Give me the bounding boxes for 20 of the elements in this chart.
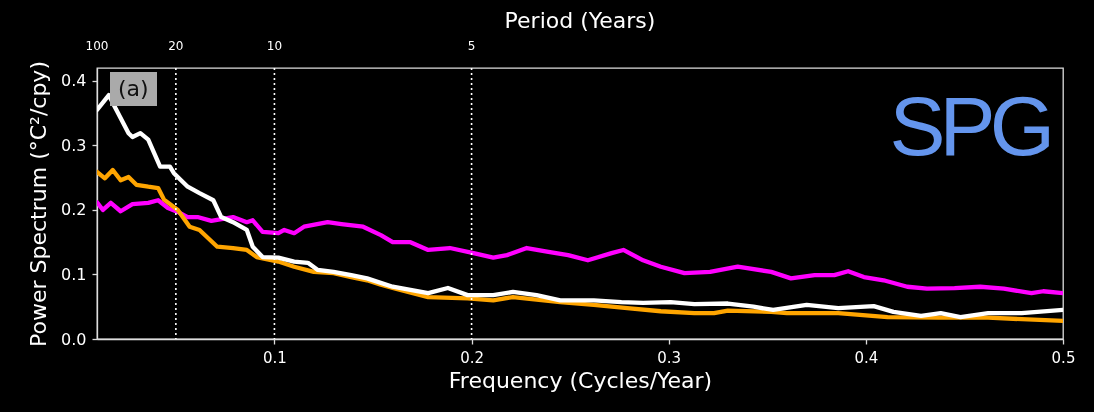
text: 5 <box>467 39 476 53</box>
y-tick-label: 0.2 <box>61 200 87 220</box>
x-axis-title: Frequency (Cycles/Year) <box>448 367 713 393</box>
text: 100 <box>85 39 109 53</box>
y-tick-label: 0.1 <box>61 264 87 284</box>
x-tick-label: 0.2 <box>460 348 484 367</box>
y-axis-title: Power Spectrum (°C²/cpy) <box>26 61 52 347</box>
x-tick-label: 0.4 <box>854 348 879 367</box>
annotation: (a) <box>110 72 157 106</box>
text: Period (Years) <box>504 8 656 34</box>
x-tick-label: 0.3 <box>657 348 682 367</box>
y-tick-label: 0.4 <box>61 71 87 91</box>
text: 10 <box>266 39 283 53</box>
x-tick-label: 0.1 <box>263 348 287 367</box>
x-tick-label: 0.5 <box>1051 348 1076 367</box>
annotation: SPG <box>889 79 1049 173</box>
text: 20 <box>168 39 184 53</box>
y-tick-label: 0.3 <box>61 135 87 155</box>
line-series <box>97 198 1063 296</box>
y-tick-label: 0.0 <box>61 329 87 349</box>
